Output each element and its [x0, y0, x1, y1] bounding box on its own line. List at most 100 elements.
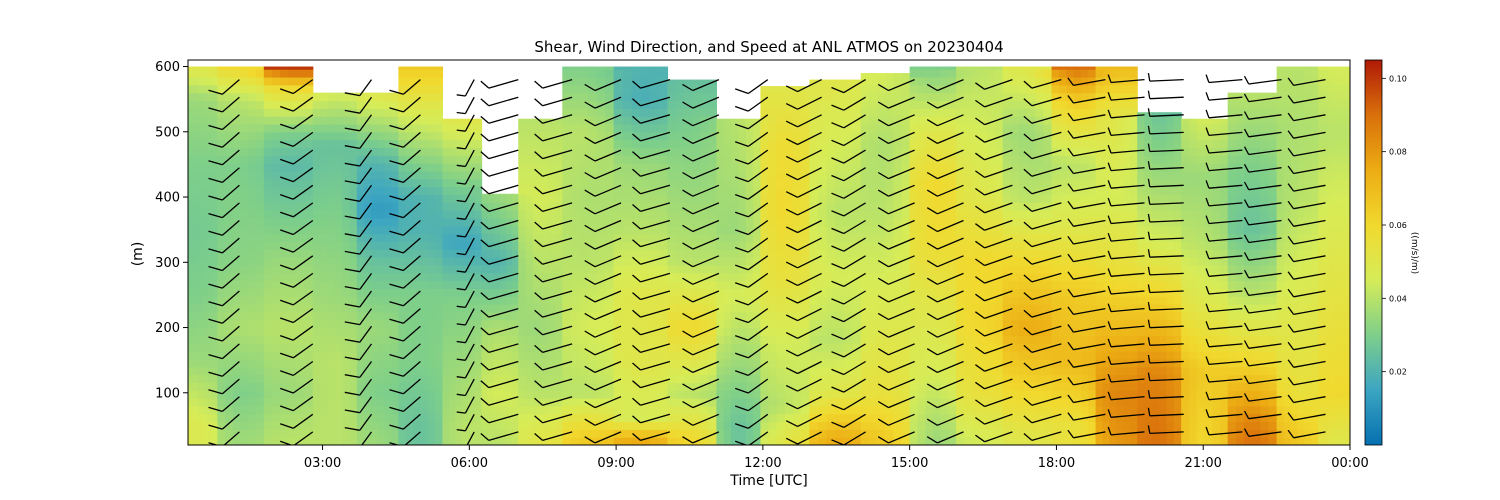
heatmap-cell: [708, 257, 717, 266]
heatmap-cell: [405, 421, 414, 430]
heatmap-cell: [506, 257, 513, 266]
heatmap-cell: [852, 163, 862, 172]
heatmap-cell: [192, 186, 199, 196]
heatmap-cell: [217, 351, 226, 360]
heatmap-cell: [801, 288, 810, 297]
heatmap-cell: [427, 170, 436, 180]
heatmap-cell: [738, 398, 747, 407]
heatmap-cell: [868, 249, 878, 258]
heatmap-cell: [745, 131, 754, 141]
heatmap-cell: [413, 327, 421, 336]
heatmap-cell: [304, 421, 314, 430]
heatmap-cell: [622, 272, 633, 282]
heatmap-cell: [784, 178, 794, 188]
heatmap-cell: [885, 272, 894, 282]
heatmap-cell: [207, 390, 214, 399]
heatmap-cell: [481, 374, 489, 383]
heatmap-cell: [731, 343, 740, 352]
heatmap-cell: [363, 311, 372, 321]
heatmap-cell: [197, 116, 204, 125]
heatmap-cell: [948, 123, 957, 133]
heatmap-cell: [760, 139, 770, 149]
heatmap-cell: [691, 139, 701, 149]
heatmap-cell: [579, 280, 589, 289]
heatmap-cell: [826, 288, 836, 297]
heatmap-cell: [691, 79, 701, 86]
heatmap-cell: [877, 296, 886, 305]
heatmap-cell: [506, 194, 513, 203]
heatmap-cell: [391, 217, 399, 227]
heatmap-cell: [248, 280, 257, 289]
heatmap-cell: [994, 116, 1004, 125]
heatmap-cell: [207, 66, 214, 70]
heatmap-cell: [963, 437, 973, 445]
heatmap-cell: [885, 217, 894, 227]
heatmap-cell: [188, 131, 194, 141]
heatmap-cell: [826, 335, 836, 344]
heatmap-cell: [342, 257, 351, 266]
heatmap-cell: [525, 178, 534, 188]
heatmap-cell: [327, 163, 336, 172]
heatmap-cell: [826, 178, 836, 188]
heatmap-cell: [826, 264, 836, 274]
heatmap-cell: [420, 108, 429, 117]
heatmap-cell: [700, 272, 709, 282]
heatmap-cell: [506, 398, 513, 407]
heatmap-cell: [334, 343, 343, 352]
heatmap-cell: [700, 202, 709, 211]
heatmap-cell: [427, 178, 436, 188]
heatmap-cell: [349, 343, 358, 352]
heatmap-cell: [547, 437, 556, 445]
heatmap-cell: [427, 69, 436, 78]
heatmap-cell: [225, 304, 234, 313]
heatmap-cell: [225, 92, 234, 102]
heatmap-cell: [334, 366, 343, 376]
heatmap-cell: [280, 217, 289, 227]
heatmap-cell: [420, 257, 429, 266]
heatmap-cell: [835, 304, 845, 313]
heatmap-cell: [271, 264, 281, 274]
heatmap-cell: [217, 100, 226, 109]
heatmap-cell: [909, 69, 919, 78]
heatmap-cell: [979, 123, 988, 133]
heatmap-cell: [554, 351, 563, 360]
heatmap-cell: [256, 123, 265, 133]
heatmap-cell: [518, 296, 527, 305]
heatmap-cell: [956, 139, 965, 149]
heatmap-cell: [971, 249, 980, 258]
heatmap-cell: [596, 225, 606, 235]
heatmap-cell: [468, 194, 476, 203]
heatmap-cell: [363, 210, 372, 219]
heatmap-cell: [776, 202, 786, 211]
heatmap-cell: [817, 343, 828, 352]
heatmap-cell: [248, 170, 257, 180]
heatmap-cell: [658, 163, 669, 172]
heatmap-cell: [994, 304, 1004, 313]
heatmap-cell: [570, 249, 581, 258]
heatmap-cell: [363, 304, 372, 313]
heatmap-cell: [370, 405, 379, 415]
heatmap-cell: [932, 241, 942, 250]
heatmap-cell: [691, 335, 701, 344]
heatmap-cell: [384, 280, 393, 289]
heatmap-cell: [217, 413, 226, 423]
heatmap-cell: [499, 225, 507, 235]
heatmap-cell: [192, 280, 199, 289]
heatmap-cell: [667, 170, 677, 180]
heatmap-cell: [640, 390, 651, 399]
heatmap-cell: [640, 296, 651, 305]
heatmap-cell: [716, 390, 725, 399]
heatmap-cell: [613, 186, 624, 196]
heatmap-cell: [263, 131, 273, 141]
heatmap-cell: [776, 405, 786, 415]
heatmap-cell: [843, 155, 853, 164]
heatmap-cell: [197, 210, 204, 219]
heatmap-cell: [852, 319, 862, 329]
heatmap-cell: [723, 366, 732, 376]
heatmap-cell: [461, 296, 470, 305]
heatmap-cell: [413, 398, 421, 407]
heatmap-cell: [826, 108, 836, 117]
heatmap-cell: [562, 163, 572, 172]
heatmap-cell: [971, 217, 980, 227]
heatmap-cell: [248, 257, 257, 266]
